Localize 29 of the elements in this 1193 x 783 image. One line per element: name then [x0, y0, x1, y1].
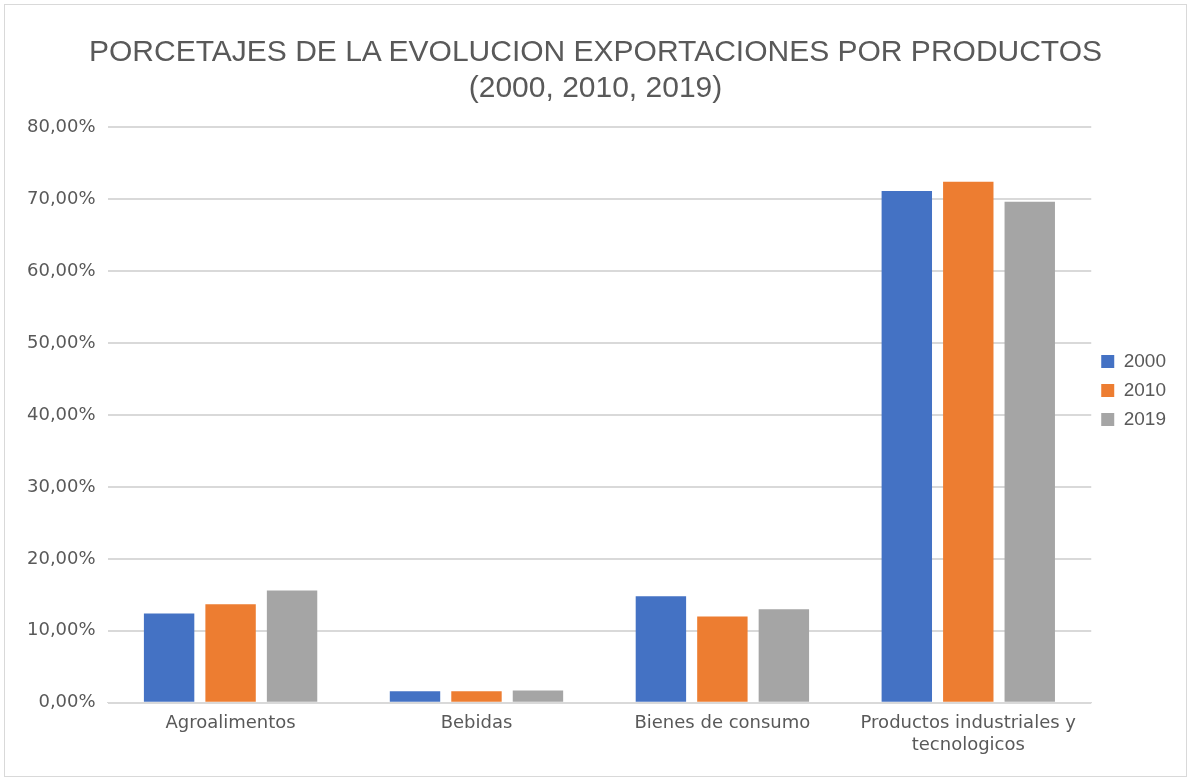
chart-title: PORCETAJES DE LA EVOLUCION EXPORTACIONES POR PRODUCTOS (2000, 2010, 2019) — [89, 34, 1102, 104]
bar — [205, 604, 256, 702]
bar — [943, 181, 994, 702]
y-tick-label: 60,00% — [26, 258, 96, 280]
y-tick-label: 40,00% — [26, 402, 96, 424]
y-tick-label: 0,00% — [38, 690, 96, 712]
y-tick-label: 30,00% — [26, 474, 96, 496]
bar — [697, 616, 748, 702]
x-tick-label: Bienes de consumo — [634, 711, 811, 733]
bar — [451, 691, 502, 702]
bar — [881, 191, 933, 702]
y-tick-label: 70,00% — [26, 186, 96, 208]
bar — [389, 691, 441, 702]
bar — [758, 609, 810, 702]
bar — [635, 596, 687, 702]
legend-label: 2000 — [1123, 349, 1167, 371]
bar — [1004, 201, 1055, 702]
y-tick-label: 80,00% — [26, 114, 96, 136]
y-tick-label: 10,00% — [26, 618, 96, 640]
legend-label: 2010 — [1123, 378, 1167, 400]
legend-label: 2019 — [1123, 407, 1167, 429]
bar — [143, 613, 195, 702]
x-tick-label: Bebidas — [440, 711, 513, 733]
x-tick-label: Agroalimentos — [165, 711, 296, 733]
y-tick-label: 20,00% — [26, 546, 96, 568]
bar — [266, 590, 318, 702]
x-tick-label: Productos industriales y tecnologicos — [860, 711, 1077, 754]
bar — [512, 690, 564, 702]
y-tick-label: 50,00% — [26, 330, 96, 352]
